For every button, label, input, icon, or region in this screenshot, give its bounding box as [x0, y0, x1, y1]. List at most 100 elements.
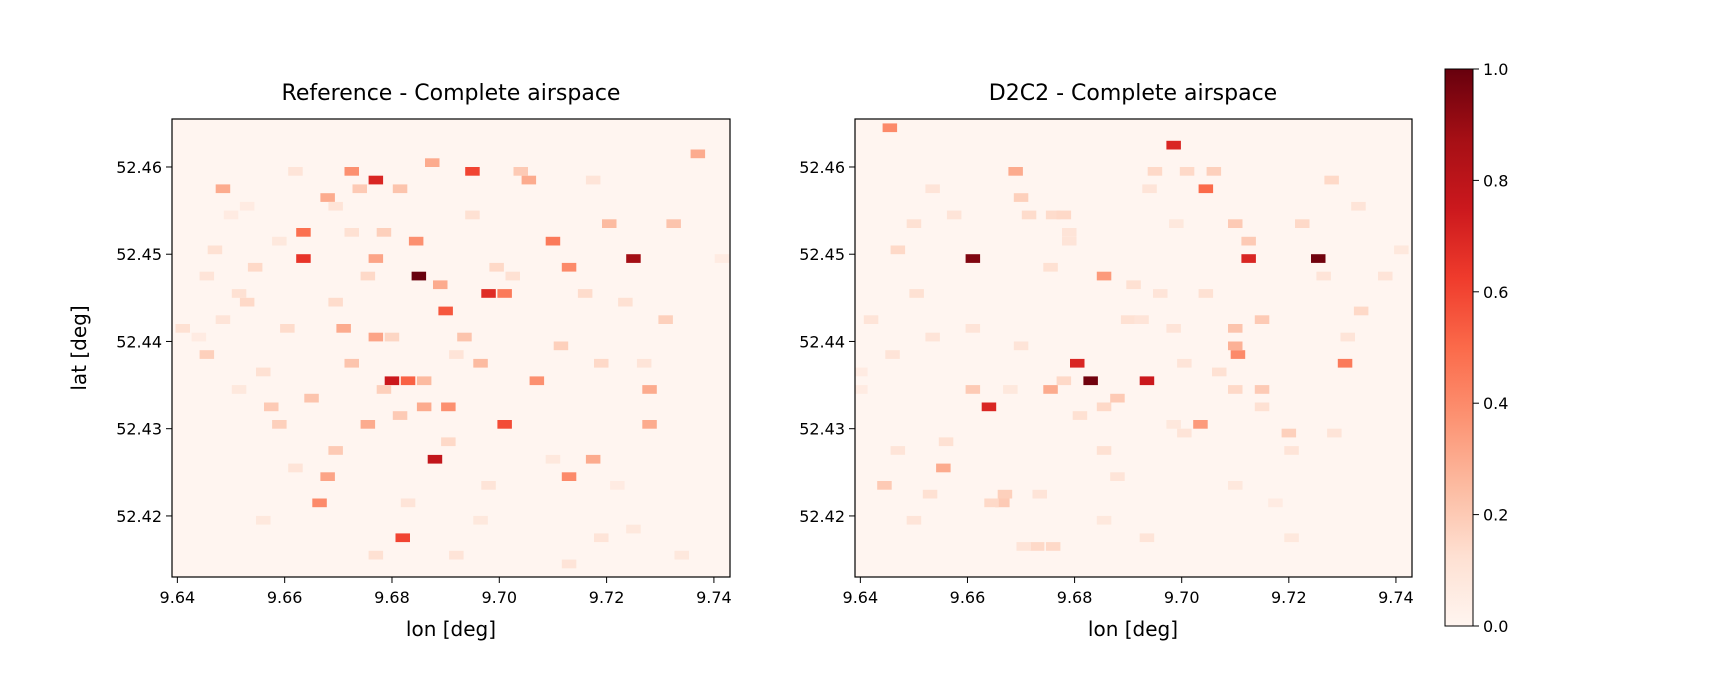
heatmap-cell	[642, 385, 657, 394]
heatmap-cell	[231, 289, 247, 298]
heatmap-cell	[610, 481, 625, 490]
heatmap-cell	[1254, 315, 1270, 324]
heatmap-cell	[411, 271, 427, 281]
heatmap-cell	[1008, 167, 1023, 176]
heatmap-cell	[489, 262, 504, 272]
heatmap-cell	[272, 236, 287, 246]
heatmap-cell	[626, 254, 641, 263]
y-tick-label: 52.44	[799, 332, 845, 351]
heatmap-cell	[1254, 385, 1270, 394]
heatmap-cell	[1083, 376, 1098, 386]
heatmap-cell	[1003, 385, 1018, 394]
x-tick-label: 9.72	[1271, 588, 1307, 607]
heatmap-cell	[395, 533, 410, 543]
heatmap-cell	[368, 175, 384, 185]
heatmap-cell	[408, 236, 424, 246]
heatmap-cell	[288, 167, 303, 176]
colorbar-tick-label: 0.2	[1483, 506, 1508, 525]
heatmap-cell	[577, 289, 593, 298]
heatmap-cell	[1110, 472, 1125, 481]
heatmap-cell	[1134, 315, 1149, 324]
heatmap-cell	[1212, 367, 1227, 377]
x-tick-label: 9.72	[589, 588, 625, 607]
heatmap-cell	[400, 498, 416, 508]
heatmap-cell	[1179, 167, 1195, 176]
d2c2-y-ticks: 52.42 52.43 52.44 52.45 52.46	[799, 158, 855, 526]
heatmap-cell	[175, 324, 190, 333]
heatmap-cell	[1241, 236, 1256, 246]
heatmap-cell	[360, 420, 376, 429]
heatmap-cell	[1139, 376, 1155, 386]
heatmap-cell	[320, 472, 335, 481]
reference-axes-frame	[171, 118, 731, 578]
heatmap-cell	[863, 315, 879, 324]
heatmap-cell	[1268, 498, 1283, 508]
heatmap-cell	[296, 254, 311, 263]
heatmap-cell	[658, 315, 673, 324]
heatmap-cell	[936, 463, 951, 473]
heatmap-cell	[376, 385, 392, 394]
x-tick-label: 9.70	[1164, 588, 1200, 607]
heatmap-cell	[1316, 271, 1331, 281]
heatmap-cell	[877, 481, 892, 490]
heatmap-cell	[965, 385, 981, 394]
y-tick-label: 52.43	[799, 420, 845, 439]
heatmap-cell	[1327, 428, 1342, 438]
heatmap-cell	[1147, 167, 1163, 176]
x-tick-label: 9.64	[160, 588, 196, 607]
heatmap-cell	[223, 210, 239, 220]
heatmap-cell	[1126, 280, 1141, 290]
y-tick-label: 52.43	[116, 420, 162, 439]
heatmap-cell	[995, 498, 1010, 508]
heatmap-cell	[199, 350, 215, 359]
heatmap-cell	[626, 524, 641, 534]
heatmap-cell	[1045, 210, 1061, 220]
heatmap-cell	[997, 489, 1013, 499]
y-tick-label: 52.46	[799, 158, 845, 177]
heatmap-cell	[1353, 306, 1369, 316]
heatmap-cell	[602, 219, 617, 228]
heatmap-cell	[384, 332, 400, 342]
heatmap-cell	[1062, 236, 1077, 246]
heatmap-cell	[981, 402, 997, 412]
heatmap-cell	[191, 332, 207, 342]
heatmap-cell	[425, 158, 440, 167]
heatmap-cell	[946, 210, 962, 220]
heatmap-cell	[1198, 184, 1214, 194]
heatmap-background	[172, 119, 730, 577]
heatmap-cell	[441, 437, 456, 447]
d2c2-panel: D2C2 - Complete airspace 9.64 9.66 9.68 9.7…	[799, 81, 1414, 641]
heatmap-cell	[1056, 210, 1072, 220]
heatmap-cell	[906, 219, 922, 228]
heatmap-cell	[481, 289, 496, 298]
heatmap-cell	[594, 358, 609, 368]
heatmap-cell	[296, 228, 311, 237]
heatmap-cell	[885, 350, 900, 359]
heatmap-cell	[1311, 254, 1326, 263]
heatmap-cell	[984, 498, 999, 508]
heatmap-cell	[890, 245, 906, 255]
heatmap-cell	[465, 210, 480, 220]
heatmap-cell	[1228, 341, 1243, 351]
heatmap-cell	[416, 402, 432, 412]
heatmap-cell	[922, 489, 938, 499]
heatmap-cell	[336, 324, 351, 333]
heatmap-cell	[642, 420, 657, 429]
heatmap-cell	[320, 193, 335, 202]
heatmap-cell	[1281, 428, 1297, 438]
x-tick-label: 9.64	[843, 588, 879, 607]
heatmap-cell	[1021, 210, 1037, 220]
heatmap-cell	[392, 184, 408, 194]
heatmap-cell	[264, 402, 279, 412]
heatmap-cell	[561, 472, 577, 481]
heatmap-cell	[1013, 341, 1029, 351]
heatmap-cell	[1198, 289, 1214, 298]
reference-y-ticks: 52.42 52.43 52.44 52.45 52.46	[116, 158, 172, 526]
x-tick-label: 9.74	[1378, 588, 1414, 607]
heatmap-cell	[344, 358, 359, 368]
heatmap-cell	[561, 262, 577, 272]
heatmap-cell	[925, 184, 940, 194]
colorbar-ticks: 0.0 0.2 0.4 0.6 0.8 1.0	[1473, 60, 1508, 636]
heatmap-cell	[376, 228, 392, 237]
heatmap-cell	[1351, 201, 1366, 211]
